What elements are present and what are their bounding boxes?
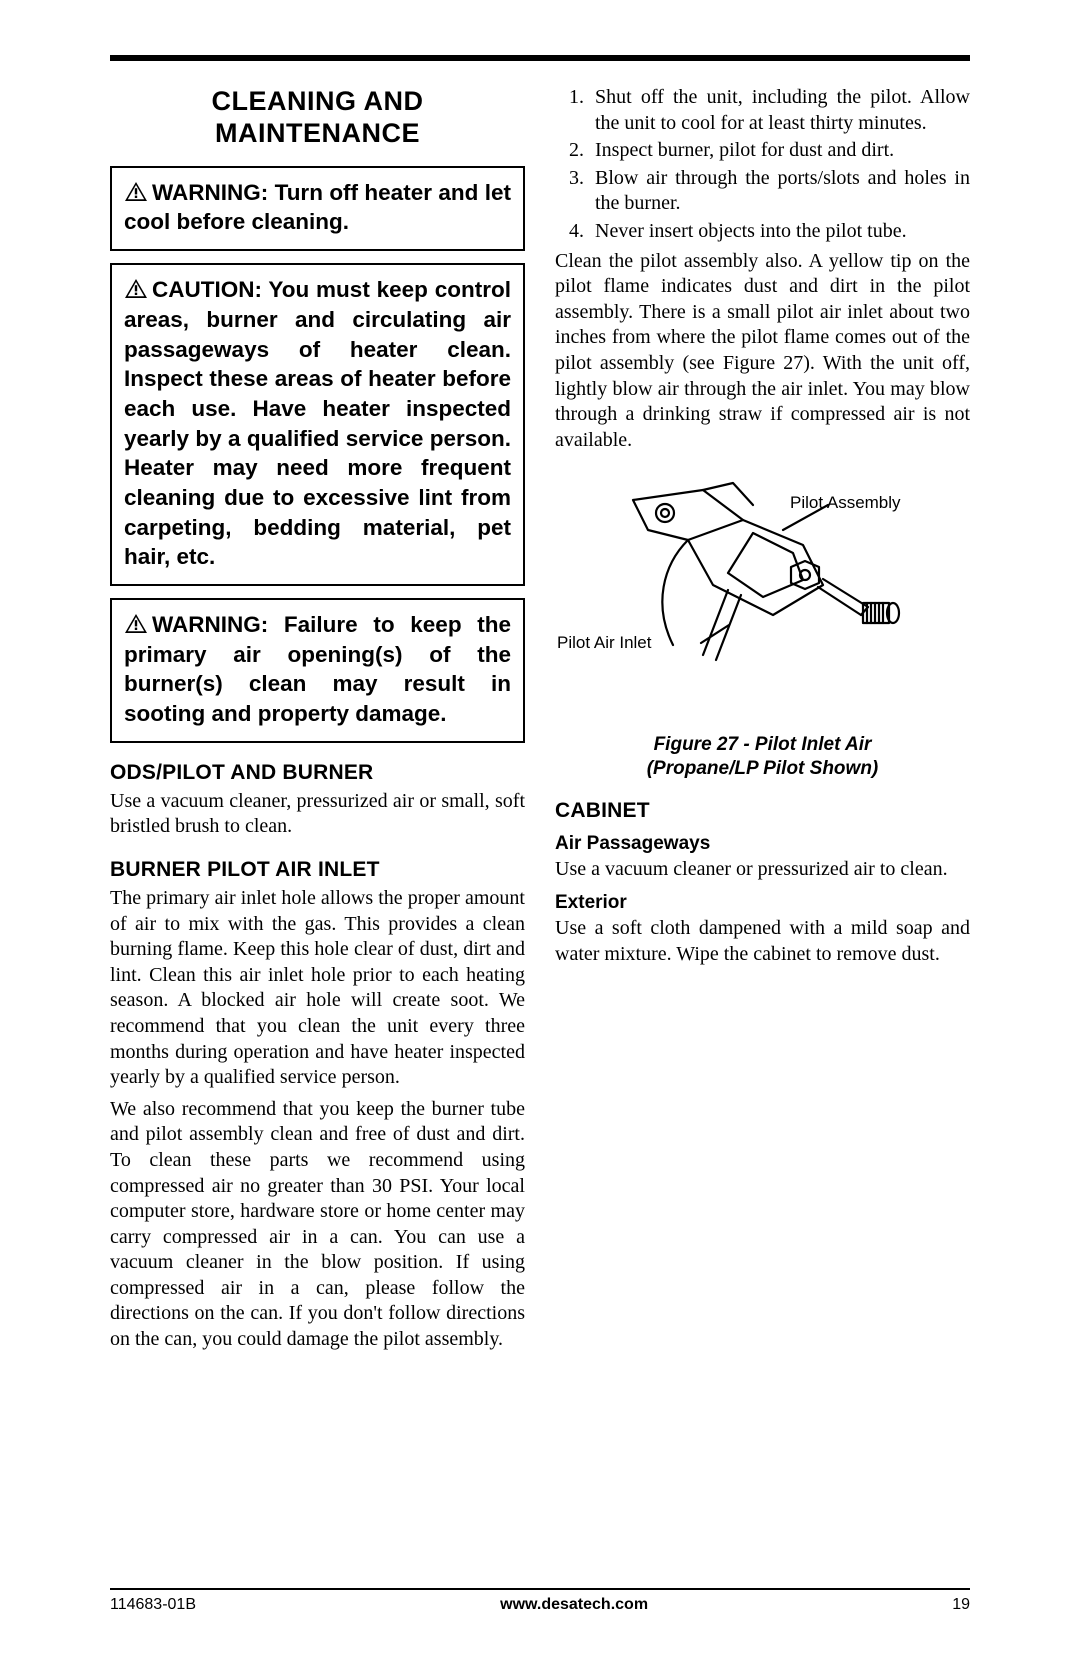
page-footer: 114683-01B www.desatech.com 19 xyxy=(110,1588,970,1614)
right-column: Shut off the unit, including the pilot. … xyxy=(555,85,970,1353)
warning-box-2: WARNING: Failure to keep the primary air… xyxy=(110,598,525,743)
warning-icon xyxy=(124,181,148,202)
footer-page-number: 19 xyxy=(952,1596,970,1614)
warning-icon xyxy=(124,613,148,634)
warning-icon xyxy=(124,278,148,299)
heading-inlet: BURNER PILOT AIR INLET xyxy=(110,858,525,882)
heading-ods: ODS/PILOT AND BURNER xyxy=(110,761,525,785)
paragraph-inlet-2: We also recommend that you keep the burn… xyxy=(110,1097,525,1353)
heading-air: Air Passageways xyxy=(555,833,970,855)
figure-27: Pilot Assembly Pilot Air Inlet Figure 27… xyxy=(555,475,970,781)
warning-2-text: WARNING: Failure to keep the primary air… xyxy=(124,612,511,726)
warning-1-text: WARNING: Turn off heater and let cool be… xyxy=(124,180,511,235)
two-column-layout: CLEANING AND MAINTENANCE WARNING: Turn o… xyxy=(110,61,970,1353)
paragraph-exterior: Use a soft cloth dampened with a mild so… xyxy=(555,916,970,967)
warning-box-1: WARNING: Turn off heater and let cool be… xyxy=(110,166,525,251)
figure-label-inlet: Pilot Air Inlet xyxy=(557,633,652,653)
steps-list: Shut off the unit, including the pilot. … xyxy=(555,85,970,245)
step-1: Shut off the unit, including the pilot. … xyxy=(589,85,970,136)
step-4: Never insert objects into the pilot tube… xyxy=(589,219,970,245)
figure-label-assembly: Pilot Assembly xyxy=(790,493,901,513)
footer-url: www.desatech.com xyxy=(500,1596,648,1614)
step-2: Inspect burner, pilot for dust and dirt. xyxy=(589,138,970,164)
footer-doc-number: 114683-01B xyxy=(110,1596,196,1614)
caution-box: CAUTION: You must keep control areas, bu… xyxy=(110,263,525,586)
figure-caption-line2: (Propane/LP Pilot Shown) xyxy=(647,758,879,779)
step-3: Blow air through the ports/slots and hol… xyxy=(589,166,970,217)
paragraph-inlet-1: The primary air inlet hole allows the pr… xyxy=(110,886,525,1091)
page-content: CLEANING AND MAINTENANCE WARNING: Turn o… xyxy=(110,55,970,1569)
caution-text: CAUTION: You must keep control areas, bu… xyxy=(124,277,511,569)
heading-cabinet: CABINET xyxy=(555,799,970,823)
paragraph-after-steps: Clean the pilot assembly also. A yellow … xyxy=(555,249,970,454)
paragraph-ods: Use a vacuum cleaner, pressurized air or… xyxy=(110,789,525,840)
left-column: CLEANING AND MAINTENANCE WARNING: Turn o… xyxy=(110,85,525,1353)
section-title: CLEANING AND MAINTENANCE xyxy=(110,85,525,150)
figure-caption: Figure 27 - Pilot Inlet Air (Propane/LP … xyxy=(555,733,970,781)
figure-caption-line1: Figure 27 - Pilot Inlet Air xyxy=(654,734,872,755)
paragraph-air: Use a vacuum cleaner or pressurized air … xyxy=(555,857,970,883)
heading-exterior: Exterior xyxy=(555,892,970,914)
figure-drawing-wrap: Pilot Assembly Pilot Air Inlet xyxy=(555,475,970,725)
